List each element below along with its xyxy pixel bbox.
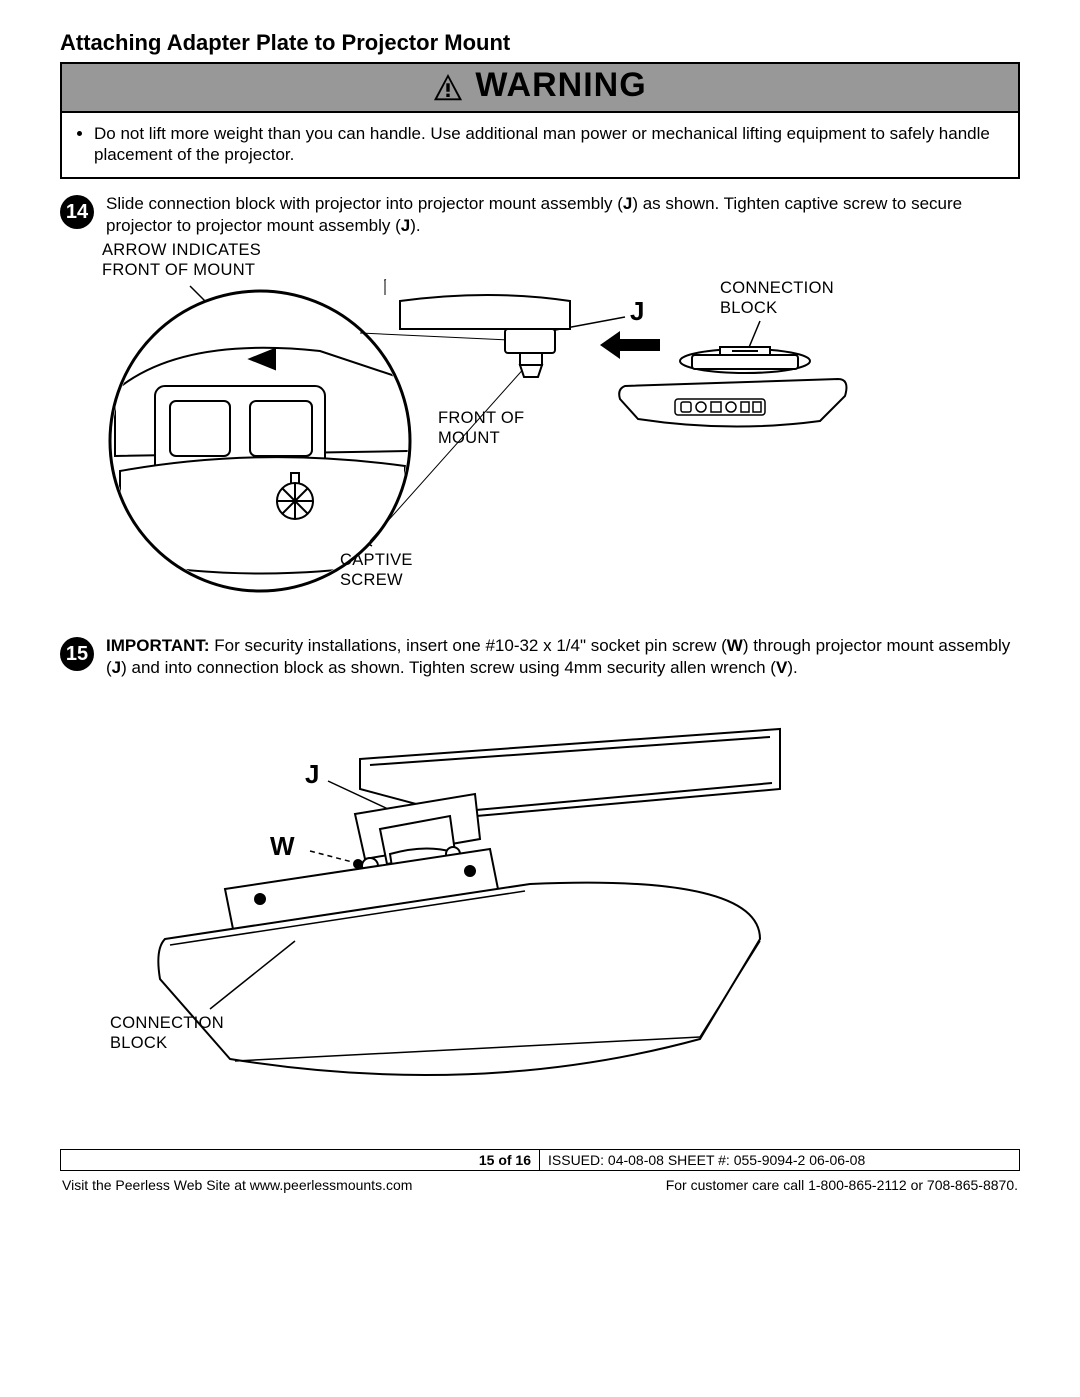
warning-body: Do not lift more weight than you can han…: [62, 113, 1018, 178]
figure-15-svg: [60, 699, 1020, 1129]
warning-box: WARNING Do not lift more weight than you…: [60, 62, 1020, 179]
warning-header: WARNING: [62, 64, 1018, 113]
label-w-15: W: [270, 831, 295, 862]
step-15: 15 IMPORTANT: For security installations…: [60, 635, 1020, 679]
figure-15: J W CONNECTION BLOCK: [60, 699, 1020, 1129]
label-connection-block-15: CONNECTION BLOCK: [110, 1014, 224, 1054]
footer-phone: For customer care call 1-800-865-2112 or…: [666, 1177, 1018, 1193]
page-root: Attaching Adapter Plate to Projector Mou…: [0, 0, 1080, 1213]
label-captive-screw: CAPTIVE SCREW: [340, 551, 413, 591]
label-arrow-front: ARROW INDICATES FRONT OF MOUNT: [102, 241, 261, 281]
footer-bar: 15 of 16 ISSUED: 04-08-08 SHEET #: 055-9…: [60, 1149, 1020, 1171]
step-14-text: Slide connection block with projector in…: [106, 193, 1020, 237]
warning-bullet: Do not lift more weight than you can han…: [94, 123, 1004, 166]
footer-website: Visit the Peerless Web Site at www.peerl…: [62, 1177, 412, 1193]
label-j-14: J: [630, 296, 644, 327]
warning-icon: [433, 72, 463, 100]
section-title: Attaching Adapter Plate to Projector Mou…: [60, 30, 1020, 56]
warning-heading: WARNING: [475, 66, 646, 105]
figure-14: ARROW INDICATES FRONT OF MOUNT FRONT OF …: [60, 241, 1020, 611]
step-14: 14 Slide connection block with projector…: [60, 193, 1020, 237]
label-front-of-mount: FRONT OF MOUNT: [438, 409, 524, 449]
footer-contact: Visit the Peerless Web Site at www.peerl…: [60, 1171, 1020, 1193]
step-15-text: IMPORTANT: For security installations, i…: [106, 635, 1020, 679]
label-connection-block-14: CONNECTION BLOCK: [720, 279, 834, 319]
label-j-15: J: [305, 759, 319, 790]
step-badge-15: 15: [60, 637, 94, 671]
footer-issued: ISSUED: 04-08-08 SHEET #: 055-9094-2 06-…: [540, 1150, 1019, 1170]
figure-14-svg: [60, 241, 1020, 611]
footer-page: 15 of 16: [61, 1150, 540, 1170]
step-badge-14: 14: [60, 195, 94, 229]
